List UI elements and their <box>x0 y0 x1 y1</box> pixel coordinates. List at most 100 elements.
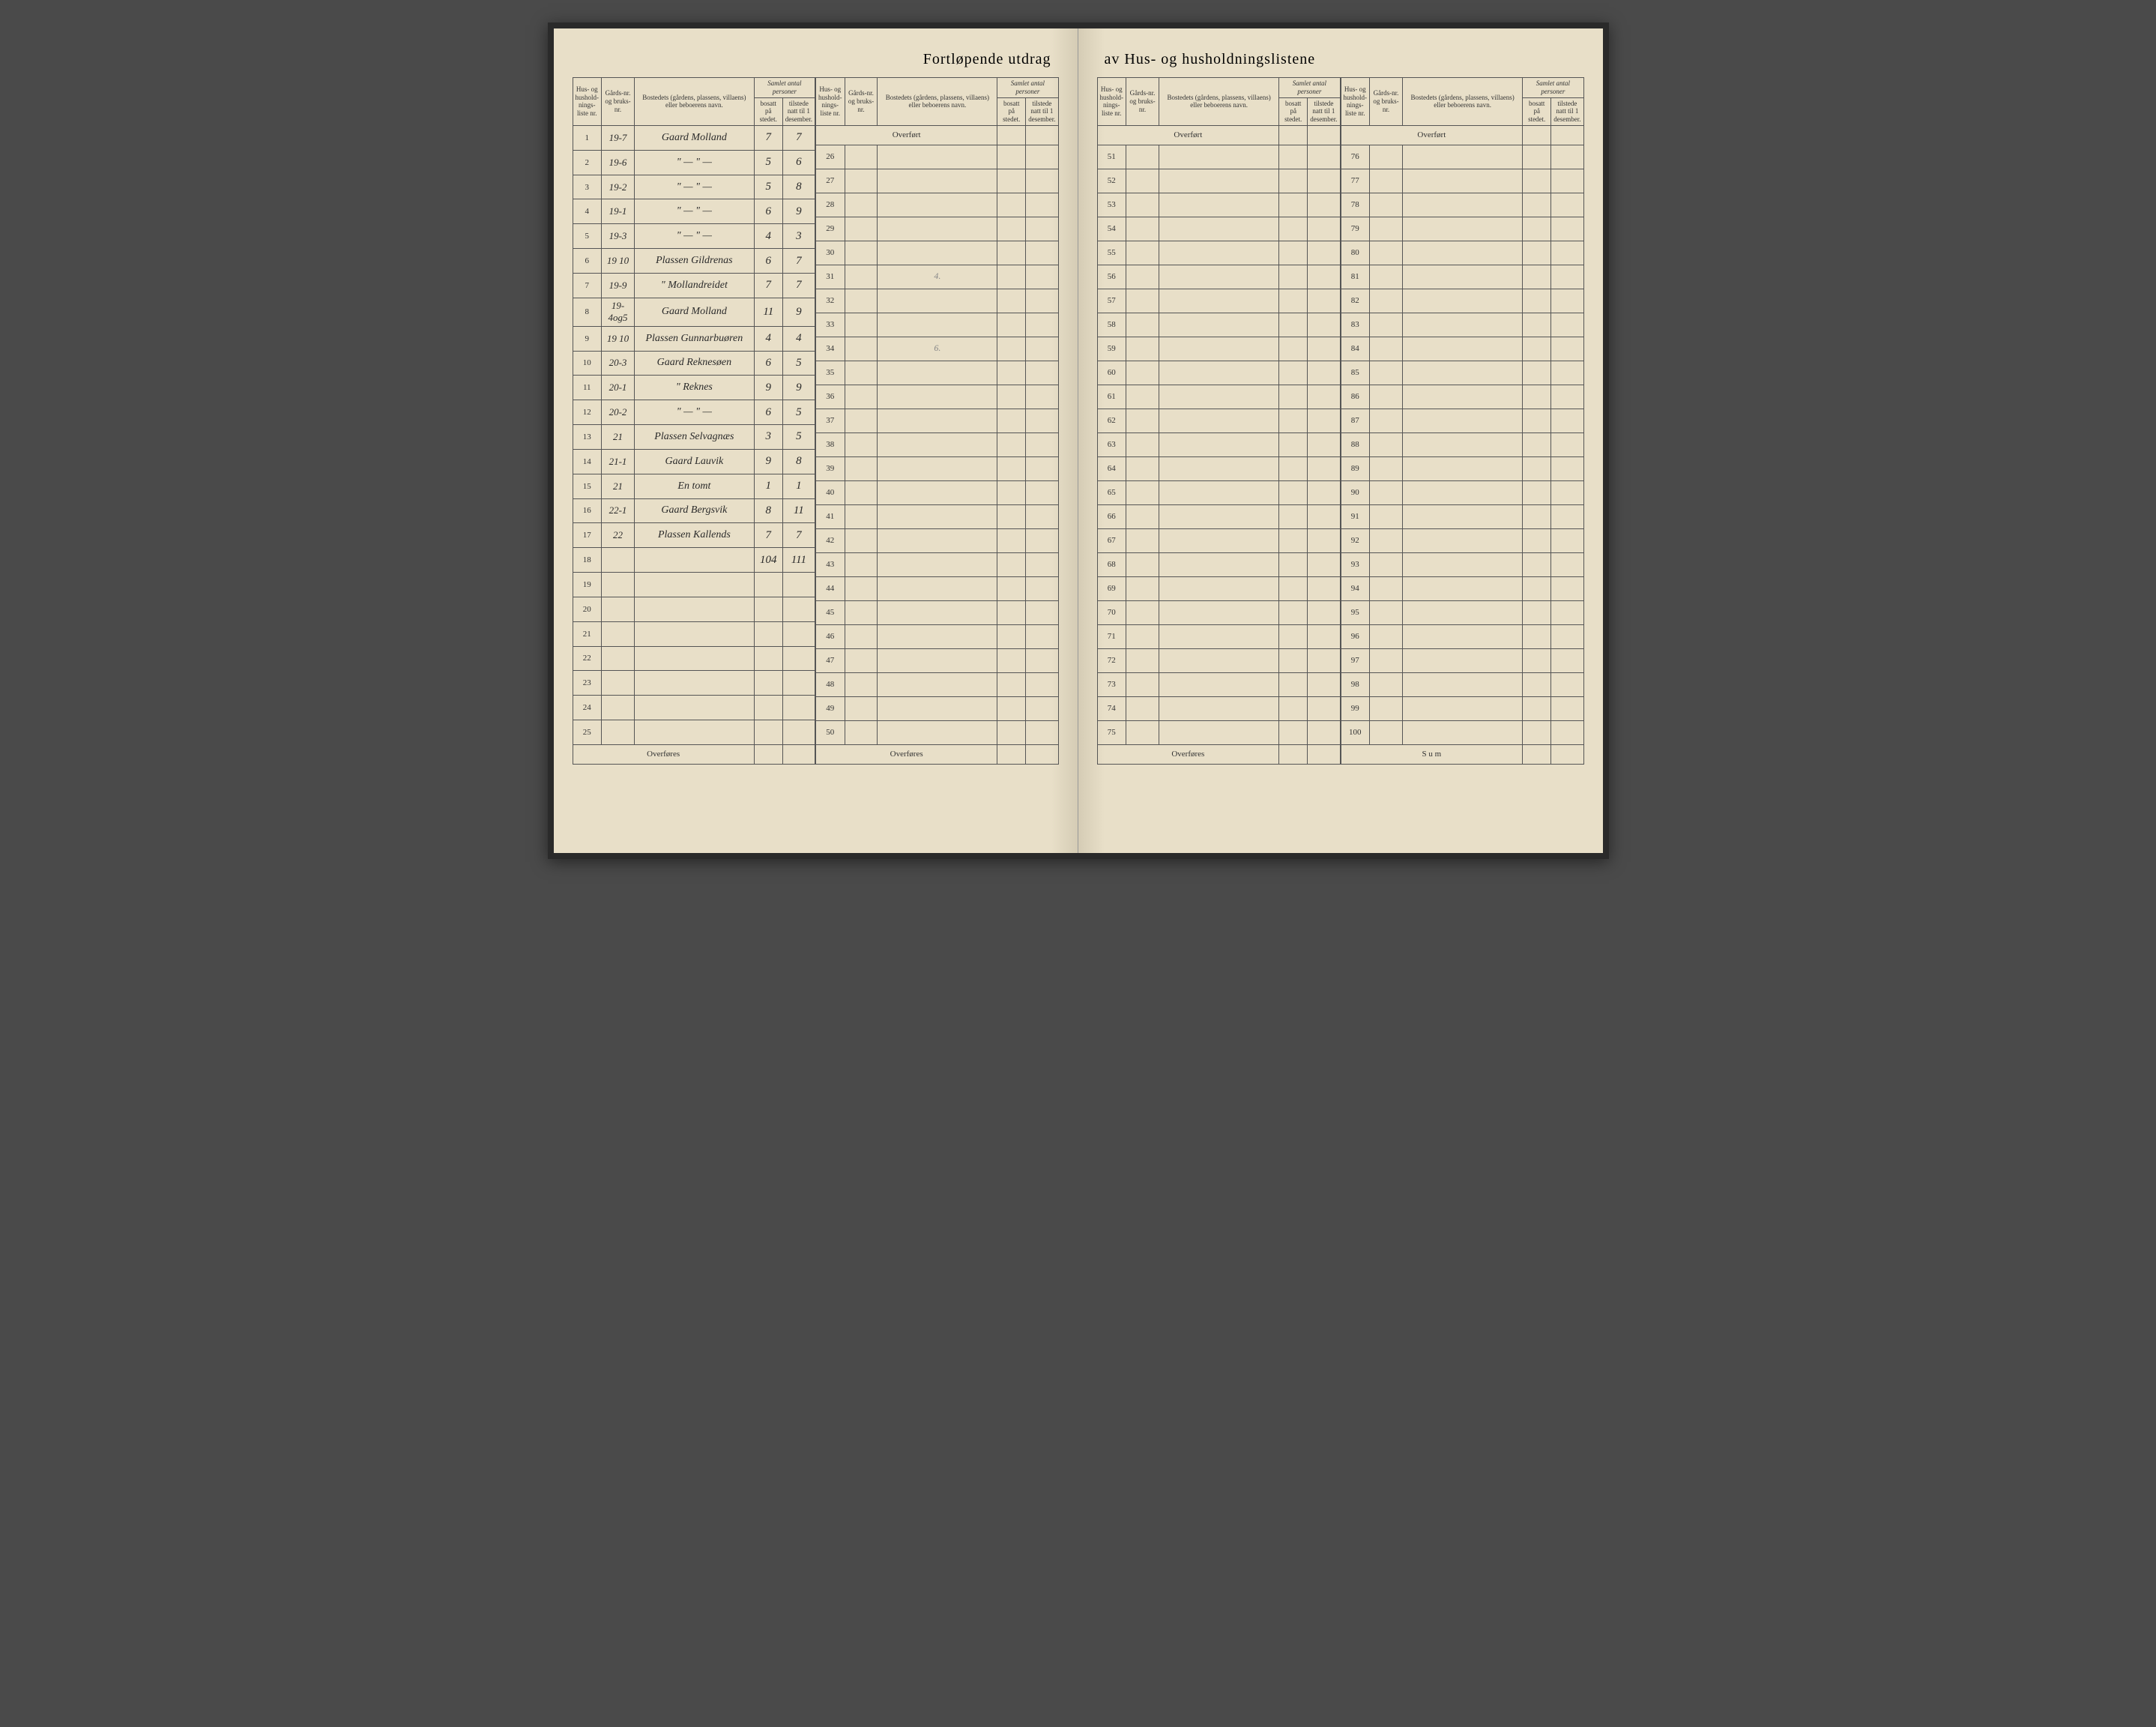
row-number: 23 <box>573 671 602 696</box>
bosatt-cell <box>1523 385 1551 409</box>
table-row: 61 <box>1097 385 1340 409</box>
gard-nr-cell: 19-7 <box>602 125 635 150</box>
table-row: 1321Plassen Selvagnæs35 <box>573 425 815 450</box>
tilstede-cell: 7 <box>782 273 815 298</box>
bosatt-cell <box>1279 193 1308 217</box>
bosatt-cell: 7 <box>754 125 782 150</box>
tilstede-cell <box>1308 480 1340 504</box>
tilstede-cell <box>1551 385 1583 409</box>
bosatt-cell <box>997 169 1026 193</box>
bosatt-cell <box>1523 672 1551 696</box>
bosted-name-cell: Gaard Reknesøen <box>634 351 754 376</box>
tilstede-cell <box>1026 193 1058 217</box>
gard-nr-cell <box>1126 432 1159 456</box>
table-row: 54 <box>1097 217 1340 241</box>
table-row: 87 <box>1341 409 1583 432</box>
right-tables: Hus- og hushold-nings-liste nr. Gårds-nr… <box>1097 77 1584 765</box>
bosatt-cell <box>997 385 1026 409</box>
table-row: 49 <box>816 696 1059 720</box>
gard-nr-cell <box>1370 504 1403 528</box>
gard-nr-cell <box>1370 600 1403 624</box>
row-number: 49 <box>816 696 845 720</box>
row-number: 56 <box>1097 265 1126 289</box>
bosatt-cell <box>1279 217 1308 241</box>
table-row: 1622-1Gaard Bergsvik811 <box>573 498 815 523</box>
bosted-name-cell <box>1159 624 1279 648</box>
bosatt-cell <box>997 720 1026 744</box>
col-bosatt: bosatt på stedet. <box>754 97 782 125</box>
table-row: 43 <box>816 552 1059 576</box>
gard-nr-cell <box>1370 385 1403 409</box>
gard-nr-cell: 19-4og5 <box>602 298 635 326</box>
bosatt-cell <box>997 600 1026 624</box>
row-number: 59 <box>1097 337 1126 361</box>
gard-nr-cell <box>1126 672 1159 696</box>
table-row: 45 <box>816 600 1059 624</box>
row-number: 92 <box>1341 528 1370 552</box>
tilstede-cell: 11 <box>782 498 815 523</box>
table-row: 93 <box>1341 552 1583 576</box>
bosted-name-cell <box>878 145 997 169</box>
gard-nr-cell <box>1126 193 1159 217</box>
tilstede-cell <box>782 597 815 621</box>
left-tables: Hus- og hushold-nings-liste nr. Gårds-nr… <box>573 77 1059 765</box>
table-row: 71 <box>1097 624 1340 648</box>
table-row: 56 <box>1097 265 1340 289</box>
bosatt-cell <box>1279 528 1308 552</box>
gard-nr-cell <box>1370 145 1403 169</box>
row-number: 3 <box>573 175 602 199</box>
bosted-name-cell <box>878 169 997 193</box>
gard-nr-cell <box>1370 409 1403 432</box>
row-number: 78 <box>1341 193 1370 217</box>
bosted-name-cell: Gaard Molland <box>634 125 754 150</box>
bosted-name-cell: " — " — <box>634 150 754 175</box>
bosatt-cell <box>1279 337 1308 361</box>
row-number: 52 <box>1097 169 1126 193</box>
table-row: 67 <box>1097 528 1340 552</box>
bosted-name-cell: 6. <box>878 337 997 361</box>
ledger-section-3: Hus- og hushold-nings-liste nr. Gårds-nr… <box>1097 77 1341 765</box>
table-row: 26 <box>816 145 1059 169</box>
bosatt-cell <box>1279 504 1308 528</box>
bosted-name-cell: " Reknes <box>634 376 754 400</box>
gard-nr-cell <box>602 646 635 671</box>
bosatt-cell <box>1279 624 1308 648</box>
bosatt-cell <box>754 696 782 720</box>
table-row: 89 <box>1341 456 1583 480</box>
tilstede-cell <box>1551 241 1583 265</box>
tilstede-cell <box>1308 265 1340 289</box>
tilstede-cell: 5 <box>782 425 815 450</box>
row-number: 98 <box>1341 672 1370 696</box>
tilstede-cell <box>1026 504 1058 528</box>
tilstede-cell <box>1551 432 1583 456</box>
bosatt-cell: 9 <box>754 376 782 400</box>
gard-nr-cell <box>845 648 878 672</box>
table-row: 88 <box>1341 432 1583 456</box>
bosted-name-cell <box>1403 504 1523 528</box>
gard-nr-cell <box>1370 361 1403 385</box>
bosatt-cell <box>997 456 1026 480</box>
bosatt-cell <box>1523 600 1551 624</box>
bosatt-cell <box>1279 265 1308 289</box>
row-number: 51 <box>1097 145 1126 169</box>
tilstede-cell <box>1026 576 1058 600</box>
bosatt-cell <box>1279 720 1308 744</box>
row-number: 8 <box>573 298 602 326</box>
row-number: 30 <box>816 241 845 265</box>
bosted-name-cell <box>878 552 997 576</box>
row-number: 86 <box>1341 385 1370 409</box>
gard-nr-cell <box>845 169 878 193</box>
gard-nr-cell <box>602 548 635 573</box>
col-bosted: Bostedets (gårdens, plassens, villaens) … <box>878 78 997 126</box>
bosatt-cell <box>1523 696 1551 720</box>
tilstede-cell <box>1026 409 1058 432</box>
row-number: 76 <box>1341 145 1370 169</box>
row-number: 9 <box>573 326 602 351</box>
overfores-label: Overføres <box>816 744 997 764</box>
tilstede-cell <box>1308 456 1340 480</box>
table-row: 619 10Plassen Gildrenas67 <box>573 249 815 274</box>
col-gard-nr: Gårds-nr. og bruks-nr. <box>1370 78 1403 126</box>
bosted-name-cell <box>1403 600 1523 624</box>
sum-label: S u m <box>1341 744 1523 764</box>
table-row: 1020-3Gaard Reknesøen65 <box>573 351 815 376</box>
